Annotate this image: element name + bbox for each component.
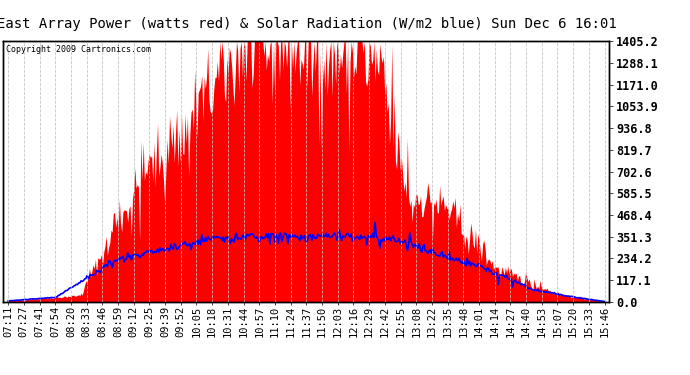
Text: Copyright 2009 Cartronics.com: Copyright 2009 Cartronics.com [6, 45, 152, 54]
Text: East Array Power (watts red) & Solar Radiation (W/m2 blue) Sun Dec 6 16:01: East Array Power (watts red) & Solar Rad… [0, 17, 617, 31]
